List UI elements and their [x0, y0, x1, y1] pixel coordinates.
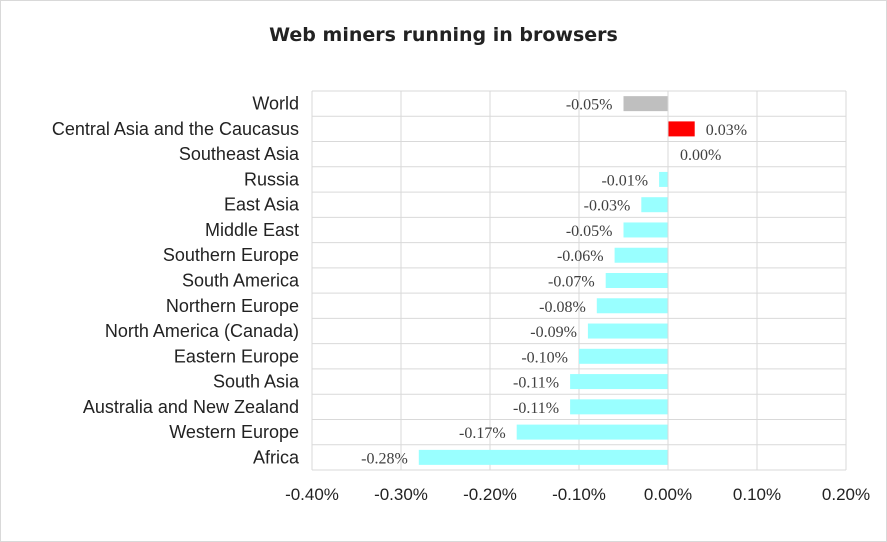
data-label: -0.11% — [513, 375, 559, 392]
data-label: -0.09% — [530, 324, 577, 341]
bar — [570, 399, 668, 415]
chart-title: Web miners running in browsers — [269, 24, 618, 46]
data-label: -0.01% — [601, 172, 648, 189]
data-label: -0.10% — [521, 349, 568, 366]
x-tick-label: 0.20% — [822, 485, 870, 504]
category-label: South America — [182, 271, 300, 291]
data-label: -0.03% — [584, 198, 631, 215]
category-label: World — [252, 94, 299, 114]
data-label: -0.05% — [566, 97, 613, 114]
bar — [418, 449, 668, 465]
category-label: Northern Europe — [166, 296, 299, 316]
bar — [623, 222, 668, 238]
bar — [605, 273, 668, 288]
x-tick-label: -0.30% — [374, 485, 428, 504]
bar — [570, 374, 668, 390]
category-label: Southern Europe — [163, 245, 299, 265]
data-label: 0.03% — [706, 122, 747, 139]
x-tick-label: -0.10% — [552, 485, 606, 504]
category-label: North America (Canada) — [105, 321, 299, 341]
data-label: 0.00% — [680, 147, 721, 164]
data-label: -0.08% — [539, 299, 586, 316]
category-label: Africa — [253, 447, 300, 467]
data-label: -0.28% — [361, 450, 408, 467]
category-label: South Asia — [213, 372, 300, 392]
category-label: Central Asia and the Caucasus — [52, 119, 299, 139]
category-label: Russia — [244, 169, 300, 189]
bar — [659, 171, 668, 187]
data-label: -0.17% — [459, 425, 506, 442]
data-label: -0.11% — [513, 400, 559, 417]
data-label: -0.07% — [548, 274, 595, 291]
category-label: Eastern Europe — [174, 346, 299, 366]
category-label: Australia and New Zealand — [83, 397, 299, 417]
bar — [668, 121, 695, 137]
x-tick-label: -0.40% — [285, 485, 339, 504]
bar — [596, 298, 668, 314]
category-label: Western Europe — [169, 422, 299, 442]
category-label: East Asia — [224, 195, 300, 215]
bar — [587, 323, 668, 339]
category-label: Middle East — [205, 220, 299, 240]
bar — [623, 96, 668, 112]
bar — [516, 424, 668, 440]
category-label: Southeast Asia — [179, 144, 300, 164]
x-tick-label: -0.20% — [463, 485, 517, 504]
bar — [579, 348, 668, 364]
x-tick-label: 0.10% — [733, 485, 781, 504]
data-label: -0.05% — [566, 223, 613, 240]
x-tick-label: 0.00% — [644, 485, 692, 504]
bar — [641, 197, 668, 213]
data-label: -0.06% — [557, 248, 604, 265]
bar — [614, 247, 668, 263]
